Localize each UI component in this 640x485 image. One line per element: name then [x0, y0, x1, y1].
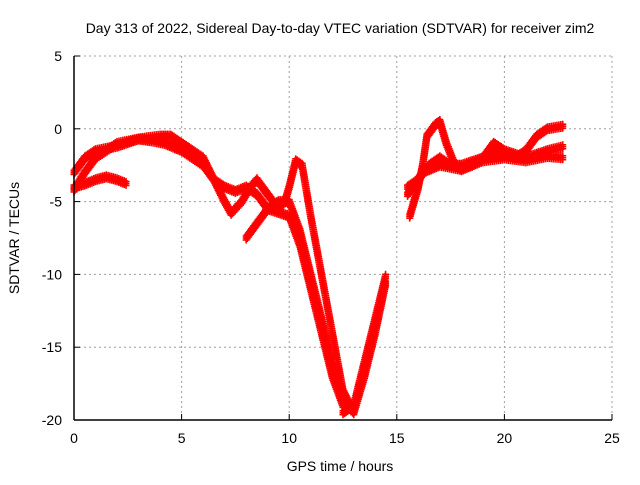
x-tick-label: 0: [70, 430, 78, 446]
series-track-e: [339, 270, 390, 419]
y-tick-label: 0: [54, 121, 62, 137]
x-tick-label: 5: [178, 430, 186, 446]
x-tick-label: 25: [604, 430, 620, 446]
y-tick-label: 5: [54, 48, 62, 64]
data-point: [559, 145, 567, 153]
series-track-h: [404, 150, 567, 200]
y-tick-label: -15: [42, 339, 62, 355]
series-track-b: [70, 171, 130, 193]
y-axis-label: SDTVAR / TECUs: [6, 182, 22, 294]
y-tick-label: -20: [42, 412, 62, 428]
y-tick-label: -5: [50, 194, 63, 210]
data-point: [382, 274, 390, 282]
x-tick-label: 15: [389, 430, 405, 446]
data-point: [559, 124, 567, 132]
y-tick-label: -10: [42, 266, 62, 282]
axes: 0 5 10 15 20 25 -20 -15 -10 -5 0 5: [42, 48, 620, 446]
x-axis-label: GPS time / hours: [287, 458, 394, 474]
data-point: [122, 181, 130, 189]
data-series: [70, 116, 567, 419]
x-tick-label: 10: [281, 430, 297, 446]
data-point: [559, 156, 567, 164]
grid: [74, 55, 613, 420]
chart-title: Day 313 of 2022, Sidereal Day-to-day VTE…: [86, 20, 595, 36]
x-tick-label: 20: [497, 430, 513, 446]
